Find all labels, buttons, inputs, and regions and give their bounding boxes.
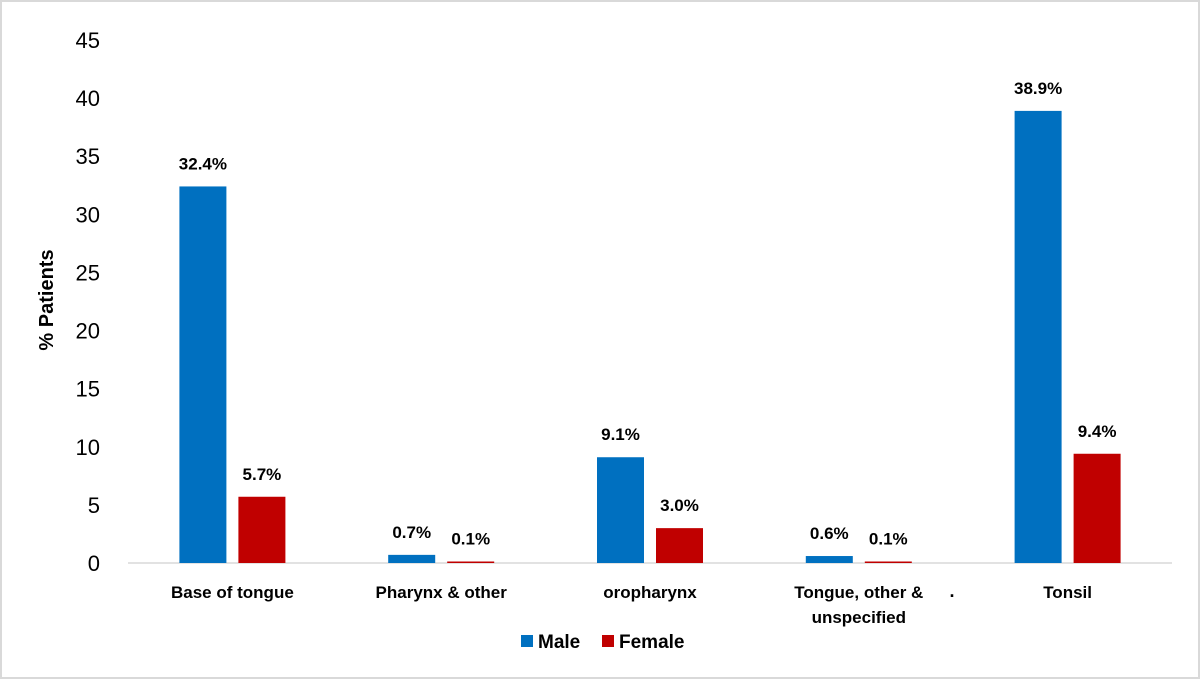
y-tick-label: 10 [76,435,100,460]
data-label-male: 0.6% [810,524,849,543]
data-label-male: 32.4% [179,154,227,173]
data-label-male: 9.1% [601,425,640,444]
y-tick-label: 35 [76,144,100,169]
y-tick-label: 20 [76,319,100,344]
bar-female [447,561,495,563]
stray-annotation: . [949,581,954,601]
category-labels: Base of tongue Pharynx & other oropharynx T… [171,583,1092,627]
y-tick-label: 45 [76,28,100,53]
legend-swatch-male [521,635,533,647]
bar-female [1073,453,1121,563]
y-axis-ticks: 0 5 10 15 20 25 30 35 40 45 [76,28,100,576]
y-tick-label: 25 [76,260,100,285]
category-label: oropharynx [603,583,697,602]
bar-male [1014,110,1062,563]
category-label: Tongue, other & [794,583,923,602]
y-tick-label: 0 [88,551,100,576]
data-label-female: 5.7% [243,465,282,484]
bar-male [805,556,853,563]
y-tick-label: 30 [76,202,100,227]
category-label: Base of tongue [171,583,294,602]
data-label-female: 9.4% [1078,422,1117,441]
category-label: unspecified [812,608,906,627]
legend-label-female: Female [619,632,684,653]
data-label-female: 0.1% [451,530,490,549]
category-label: Pharynx & other [376,583,508,602]
legend-label-male: Male [538,632,580,653]
y-tick-label: 40 [76,86,100,111]
category-label: Tonsil [1043,583,1092,602]
bar-female [656,528,703,563]
bar-female [238,496,286,563]
bars [179,110,1121,563]
legend: Male Female [521,632,684,653]
data-label-female: 0.1% [869,530,908,549]
data-label-male: 0.7% [392,523,431,542]
bar-female [864,561,912,563]
bar-male [597,457,644,563]
bar-male [388,554,436,563]
y-axis-title: % Patients [36,249,58,350]
data-label-male: 38.9% [1014,79,1062,98]
y-tick-label: 15 [76,377,100,402]
bar-male [179,186,227,563]
legend-swatch-female [602,635,614,647]
data-labels: 32.4% 5.7% 0.7% 0.1% 9.1% 3.0% 0.6% 0.1% 38.9% 9.… [179,79,1117,549]
data-label-female: 3.0% [660,496,699,515]
y-tick-label: 5 [88,493,100,518]
